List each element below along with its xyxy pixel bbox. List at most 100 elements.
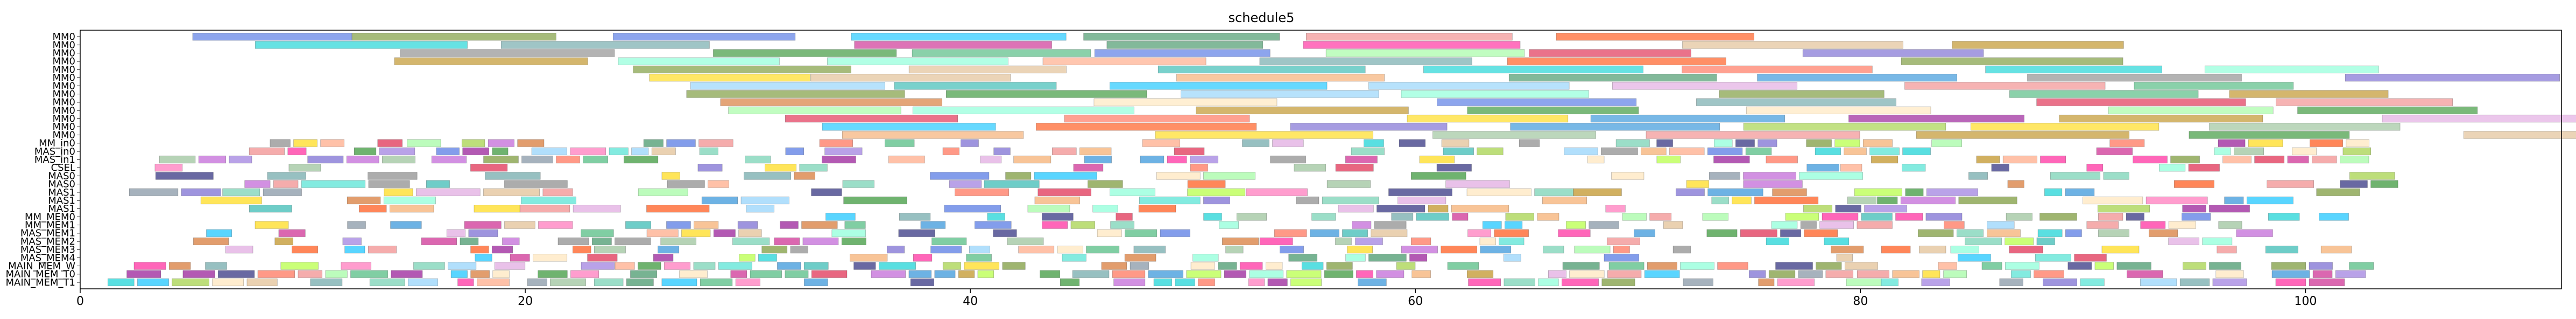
task-bar: [1155, 131, 1373, 139]
task-bar: [2309, 262, 2333, 270]
task-bar: [531, 147, 567, 155]
task-bar: [618, 57, 780, 65]
task-bar: [1086, 245, 1120, 254]
task-bar: [1669, 147, 1705, 155]
task-bar: [257, 270, 295, 278]
task-bar: [1042, 221, 1068, 229]
task-bar: [1892, 270, 1919, 278]
task-bar: [1411, 237, 1431, 246]
task-bar: [1018, 245, 1055, 254]
task-bar: [810, 73, 1011, 82]
task-bar: [159, 155, 196, 164]
task-bar: [2140, 221, 2166, 229]
task-bar: [1615, 139, 1650, 147]
task-bar: [1198, 278, 1215, 286]
task-bar: [521, 196, 576, 205]
task-bar: [653, 254, 674, 262]
task-bar: [1606, 237, 1640, 246]
task-bar: [2335, 270, 2366, 278]
task-bar: [651, 147, 676, 155]
task-bar: [368, 172, 418, 180]
task-bar: [1958, 196, 2017, 205]
task-bar: [129, 188, 179, 196]
task-bar: [2349, 262, 2374, 270]
task-bar: [2319, 213, 2349, 221]
task-bar: [1816, 262, 1842, 270]
task-bar: [851, 33, 1067, 41]
task-bar: [745, 155, 771, 164]
task-bar: [1124, 254, 1156, 262]
task-bar: [1042, 57, 1206, 65]
task-bar: [1573, 188, 1622, 196]
task-bar: [2168, 237, 2199, 246]
task-bar: [2101, 245, 2140, 254]
task-bar: [780, 221, 799, 229]
task-bar: [1844, 262, 1878, 270]
task-bar: [1142, 139, 1181, 147]
task-bar: [1326, 180, 1371, 188]
task-bar: [961, 139, 979, 147]
task-bar: [1916, 131, 2130, 139]
task-bar: [390, 221, 422, 229]
task-bar: [2217, 245, 2237, 254]
task-bar: [2126, 213, 2144, 221]
task-bar: [1242, 139, 1269, 147]
task-bar: [206, 229, 232, 237]
task-bar: [2096, 147, 2133, 155]
task-bar: [1968, 172, 1988, 180]
task-bar: [913, 254, 933, 262]
task-bar: [2349, 172, 2395, 180]
row-label: MAS_MEM3: [20, 244, 75, 255]
task-bar: [2340, 180, 2368, 188]
task-bar: [1342, 229, 1368, 237]
task-bar: [347, 196, 381, 205]
task-bar: [1064, 114, 1250, 123]
task-bar: [244, 180, 271, 188]
task-bar: [2159, 164, 2186, 172]
task-bar: [1072, 270, 1110, 278]
task-bar: [975, 221, 1012, 229]
task-bar: [1825, 270, 1854, 278]
chart-title: schedule5: [1229, 10, 1295, 25]
task-bar: [2320, 245, 2352, 254]
task-bar: [730, 270, 747, 278]
task-bar: [2340, 155, 2369, 164]
task-bar: [1719, 90, 1885, 98]
task-bar: [426, 180, 450, 188]
task-bar: [2246, 196, 2293, 205]
row-label: MM0: [52, 129, 75, 141]
task-bar: [450, 270, 468, 278]
task-bar: [1901, 57, 2123, 65]
task-bar: [2183, 262, 2206, 270]
row-label: MM_MEM0: [25, 211, 75, 223]
task-bar: [1324, 270, 1353, 278]
task-bar: [225, 245, 253, 254]
task-bar: [1416, 213, 1449, 221]
task-bar: [1758, 139, 1777, 147]
task-bar: [2312, 270, 2333, 278]
task-bar: [462, 147, 490, 155]
task-bar: [1374, 221, 1407, 229]
task-bar: [205, 262, 227, 270]
task-bar: [1646, 131, 1860, 139]
task-bar: [713, 49, 897, 57]
task-bar: [1800, 221, 1817, 229]
task-bar: [273, 180, 299, 188]
task-bar: [182, 270, 215, 278]
task-bar: [2103, 172, 2129, 180]
task-bar: [510, 254, 530, 262]
task-bar: [2083, 196, 2143, 205]
task-bar: [1466, 188, 1532, 196]
task-bar: [2346, 139, 2369, 147]
task-bar: [274, 237, 293, 246]
task-bar: [2067, 262, 2092, 270]
task-bar: [1804, 229, 1838, 237]
task-bar: [633, 65, 851, 74]
task-bar: [804, 278, 828, 286]
task-bar: [1834, 139, 1860, 147]
task-bar: [470, 164, 508, 172]
task-bar: [1466, 270, 1494, 278]
task-bar: [1956, 229, 1984, 237]
task-bar: [1272, 139, 1304, 147]
task-bar: [1452, 213, 1469, 221]
